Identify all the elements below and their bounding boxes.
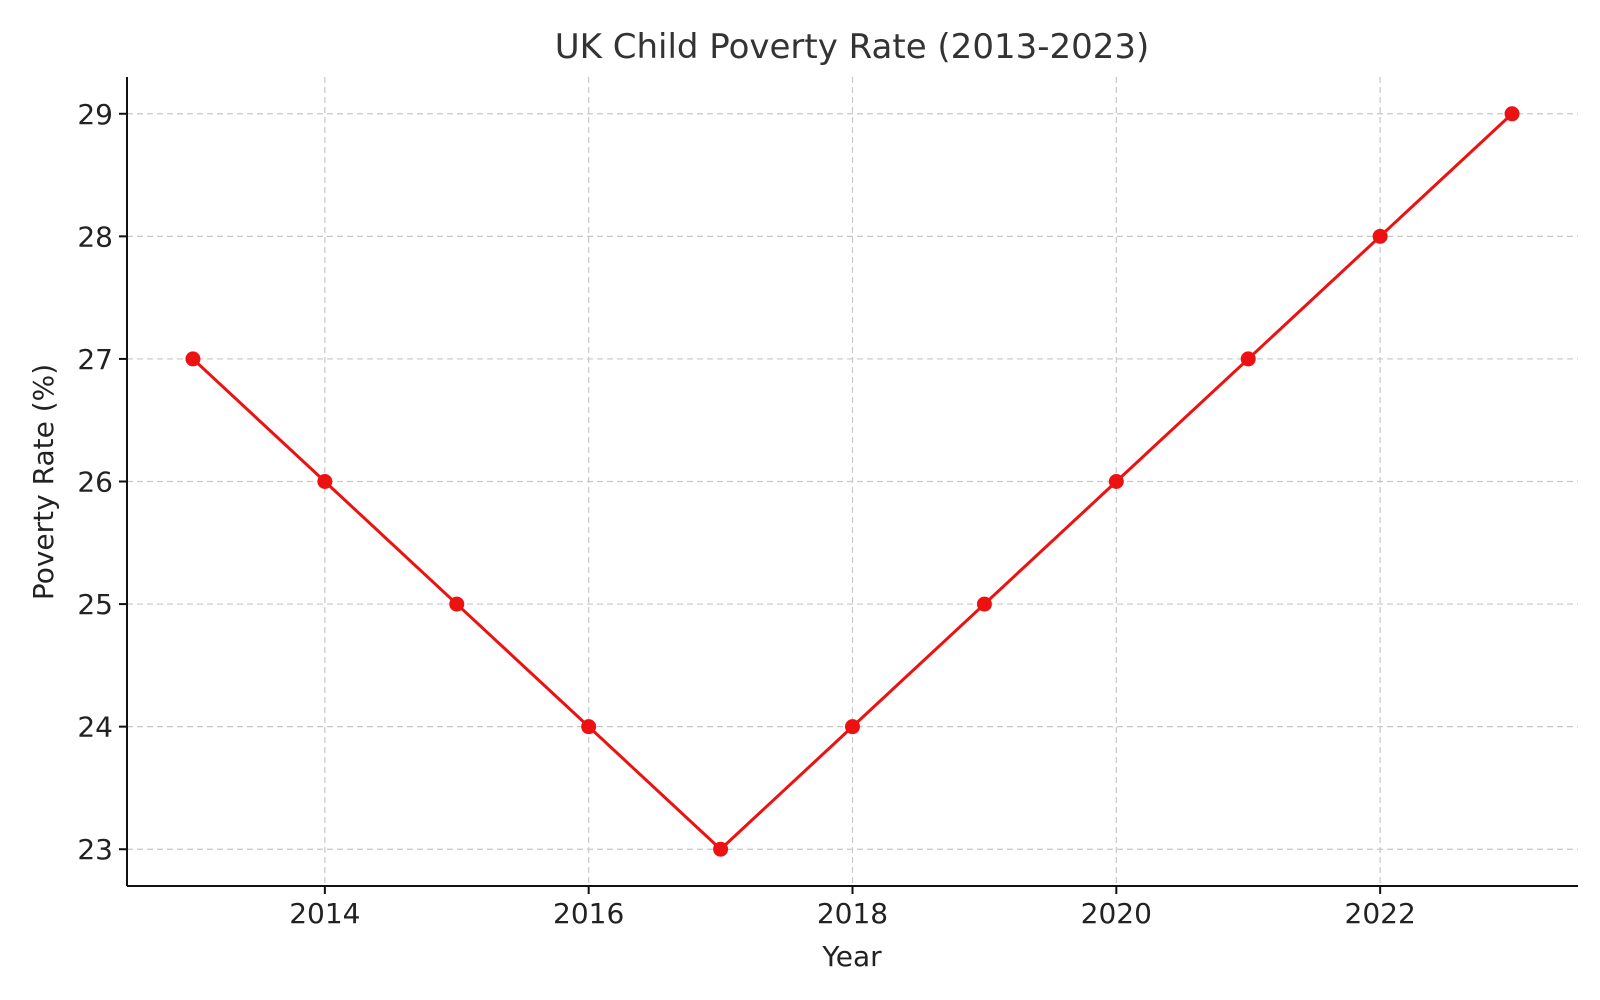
- y-axis-label: Poverty Rate (%): [27, 364, 60, 600]
- y-tick-label: 24: [77, 711, 113, 744]
- data-point: [185, 351, 201, 367]
- data-point: [581, 719, 597, 735]
- y-tick-label: 27: [77, 343, 113, 376]
- y-tick-label: 25: [77, 588, 113, 621]
- x-tick-label: 2014: [289, 897, 360, 930]
- series-layer: [185, 106, 1520, 857]
- chart-title: UK Child Poverty Rate (2013-2023): [555, 27, 1150, 67]
- x-tick-label: 2016: [553, 897, 624, 930]
- y-tick-label: 23: [77, 833, 113, 866]
- data-point: [1108, 474, 1124, 489]
- data-point: [845, 719, 860, 735]
- y-tick-label: 29: [77, 98, 113, 131]
- x-tick-label: 2018: [817, 897, 888, 930]
- data-point: [449, 596, 465, 612]
- x-tick-label: 2022: [1345, 897, 1416, 930]
- data-point: [317, 474, 333, 489]
- y-tick-label: 28: [77, 220, 113, 253]
- ticks-layer: 2014 2016 2018 2020 2022 23 24 25 26 27 28 29: [77, 98, 1415, 930]
- data-point: [1504, 106, 1520, 122]
- x-axis-label: Year: [821, 940, 882, 973]
- data-point: [713, 841, 729, 857]
- grid-layer: [127, 77, 1578, 886]
- x-tick-label: 2020: [1081, 897, 1152, 930]
- data-point: [1372, 228, 1388, 244]
- y-tick-label: 26: [77, 466, 113, 499]
- data-point: [976, 596, 992, 612]
- data-point: [1240, 351, 1256, 367]
